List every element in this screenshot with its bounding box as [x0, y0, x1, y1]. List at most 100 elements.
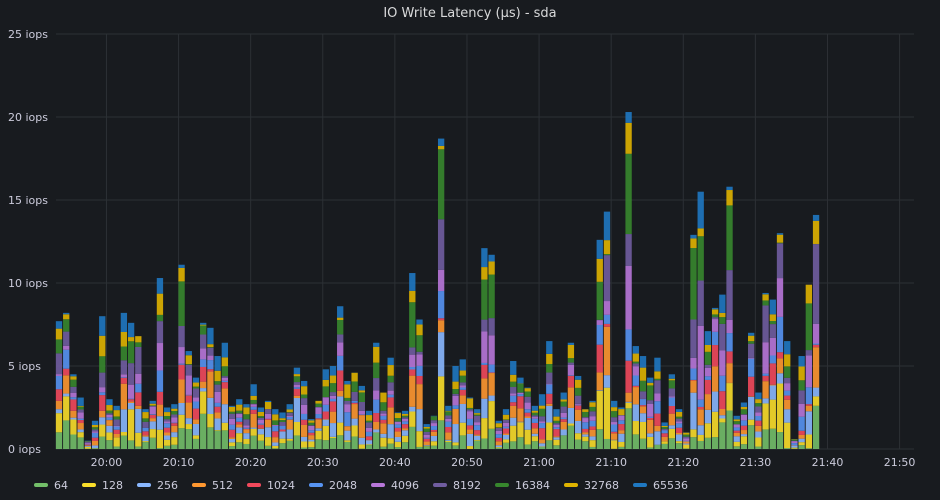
bar-segment-16384	[70, 379, 77, 387]
bar-segment-2048	[791, 443, 798, 446]
bar-segment-512	[611, 433, 618, 440]
legend-item-512[interactable]: 512	[192, 479, 233, 492]
bar-segment-512	[632, 387, 639, 405]
legend-item-128[interactable]: 128	[82, 479, 123, 492]
bar-segment-16384	[63, 319, 70, 332]
legend-item-8192[interactable]: 8192	[433, 479, 481, 492]
bar-segment-128	[697, 434, 704, 441]
bar-segment-2048	[272, 425, 279, 432]
bar-segment-32768	[538, 405, 546, 409]
bar-segment-8192	[524, 396, 531, 403]
bar-segment-4096	[466, 411, 474, 419]
bar-segment-8192	[769, 324, 776, 338]
bar-segment-512	[156, 404, 164, 417]
bar-segment-32768	[481, 267, 488, 280]
bar-segment-128	[77, 432, 84, 438]
bar-segment-256	[639, 413, 647, 422]
legend-item-4096[interactable]: 4096	[371, 479, 419, 492]
bar-segment-8192	[264, 409, 272, 414]
bar-segment-16384	[798, 380, 805, 391]
bar-segment-512	[538, 439, 546, 444]
bar-segment-64	[690, 437, 697, 449]
bar-segment-2048	[214, 402, 221, 407]
legend-item-64[interactable]: 64	[34, 479, 68, 492]
bar-segment-32768	[308, 420, 315, 423]
bar-segment-32768	[337, 317, 344, 320]
bar-segment-512	[776, 358, 784, 374]
bar-segment-16384	[459, 375, 466, 383]
legend-label: 4096	[391, 478, 419, 492]
bar-segment-2048	[113, 426, 120, 430]
bar-segment-65536	[365, 410, 373, 416]
bar-segment-128	[127, 409, 135, 441]
bar-segment-128	[394, 441, 402, 448]
bar-segment-65536	[120, 312, 128, 332]
bar-segment-4096	[776, 278, 784, 317]
bar-segment-32768	[358, 390, 365, 393]
legend-item-1024[interactable]: 1024	[247, 479, 295, 492]
bar-segment-4096	[430, 423, 438, 427]
bar-segment-16384	[337, 319, 344, 335]
bar-segment-4096	[762, 342, 769, 374]
bar-segment-512	[603, 326, 611, 376]
legend-item-256[interactable]: 256	[137, 479, 178, 492]
bar-segment-128	[293, 422, 301, 436]
bar-segment-128	[300, 441, 308, 448]
bar-segment-256	[574, 420, 582, 434]
bar-segment-32768	[748, 335, 755, 342]
legend-item-2048[interactable]: 2048	[309, 479, 357, 492]
bar-segment-256	[697, 425, 704, 435]
legend-swatch	[371, 483, 385, 487]
bar-segment-32768	[99, 335, 106, 357]
legend-item-16384[interactable]: 16384	[495, 479, 550, 492]
bar-segment-2048	[762, 373, 769, 376]
bar-segment-64	[322, 440, 329, 449]
bar-segment-16384	[481, 279, 488, 320]
bar-segment-256	[70, 417, 77, 420]
bar-segment-1024	[163, 427, 171, 433]
bar-segment-1024	[293, 388, 301, 396]
bar-segment-4096	[70, 392, 77, 398]
bar-segment-2048	[63, 349, 70, 369]
bar-segment-4096	[387, 390, 394, 395]
bar-segment-64	[531, 441, 539, 449]
bar-segment-16384	[697, 236, 704, 281]
bar-segment-1024	[488, 372, 495, 374]
bar-segment-65536	[755, 392, 762, 400]
bar-segment-8192	[805, 350, 813, 356]
legend-item-32768[interactable]: 32768	[564, 479, 619, 492]
bar-segment-512	[466, 429, 474, 434]
bar-segment-65536	[798, 356, 805, 367]
bar-segment-16384	[185, 364, 192, 365]
bar-segment-32768	[228, 406, 236, 412]
x-tick-label: 20:50	[451, 456, 483, 469]
legend-swatch	[309, 483, 323, 487]
bar-segment-16384	[286, 412, 293, 413]
bar-segment-4096	[77, 412, 84, 419]
legend-item-65536[interactable]: 65536	[633, 479, 688, 492]
bar-segment-256	[127, 402, 135, 410]
bar-segment-16384	[315, 403, 322, 407]
bar-segment-512	[719, 409, 726, 416]
bar-segment-512	[286, 419, 293, 430]
bar-segment-1024	[502, 428, 510, 434]
bar-segment-32768	[113, 410, 120, 417]
bar-segment-256	[596, 390, 603, 391]
bar-segment-64	[647, 447, 654, 449]
bar-segment-65536	[214, 356, 221, 371]
bar-segment-128	[791, 447, 798, 449]
bar-segment-16384	[322, 386, 329, 398]
bar-segment-2048	[625, 329, 632, 361]
bar-segment-16384	[394, 417, 402, 422]
bar-segment-8192	[250, 403, 257, 405]
bar-segment-32768	[207, 344, 214, 348]
bar-segment-2048	[257, 423, 265, 425]
bar-segment-64	[365, 445, 373, 449]
bar-segment-256	[812, 387, 820, 397]
bar-segment-128	[272, 445, 279, 449]
bar-segment-256	[171, 432, 178, 438]
bar-segment-65536	[452, 366, 459, 382]
legend-label: 8192	[453, 478, 481, 492]
bar-segment-32768	[63, 314, 70, 320]
x-tick-label: 20:30	[307, 456, 339, 469]
